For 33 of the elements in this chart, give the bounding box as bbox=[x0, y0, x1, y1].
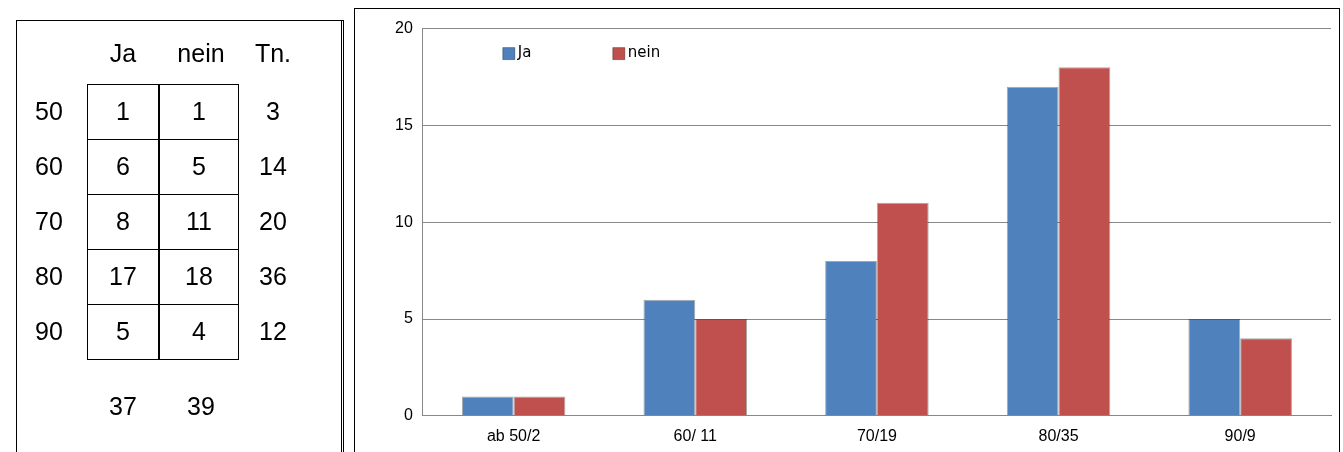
data-label: 4 bbox=[192, 317, 206, 346]
x-tick-label: ab 50/2 bbox=[486, 426, 541, 444]
data-label: 1 bbox=[192, 97, 206, 126]
y2-tick-label: 14 bbox=[259, 151, 287, 181]
text: Tn. bbox=[254, 38, 292, 68]
data-label: 11 bbox=[186, 207, 212, 236]
x-tick-label: 90/9 bbox=[1224, 426, 1256, 444]
y-tick-label: 50 bbox=[35, 96, 63, 126]
text: 37 bbox=[109, 391, 137, 421]
y-tick-label: 60 bbox=[35, 151, 63, 181]
x-tick-label: 80/35 bbox=[1038, 426, 1079, 444]
y-tick-label: 70 bbox=[35, 206, 63, 236]
text: 39 bbox=[187, 391, 215, 421]
x-tick-label: 60/ 11 bbox=[673, 426, 718, 444]
y2-tick-label: 12 bbox=[259, 316, 287, 346]
y-tick-label: 20 bbox=[395, 19, 413, 37]
data-label: 17 bbox=[109, 262, 137, 291]
data-label: 5 bbox=[192, 152, 206, 181]
y2-tick-label: 3 bbox=[266, 96, 280, 126]
y-tick-label: 80 bbox=[35, 261, 63, 291]
data-label: 18 bbox=[185, 262, 213, 291]
data-label: 6 bbox=[116, 152, 130, 181]
y-tick-label: 10 bbox=[395, 212, 413, 230]
y-tick-label: 5 bbox=[403, 309, 413, 327]
y-tick-label: 0 bbox=[403, 406, 413, 424]
y2-tick-label: 20 bbox=[259, 206, 287, 236]
y-tick-label: 90 bbox=[35, 316, 63, 346]
data-label: 1 bbox=[116, 97, 130, 126]
y-tick-label: 15 bbox=[395, 115, 413, 133]
data-label: 8 bbox=[116, 207, 130, 236]
y2-tick-label: 36 bbox=[259, 261, 287, 291]
data-label: 5 bbox=[116, 317, 130, 346]
x-tick-label: 70/19 bbox=[856, 426, 898, 444]
